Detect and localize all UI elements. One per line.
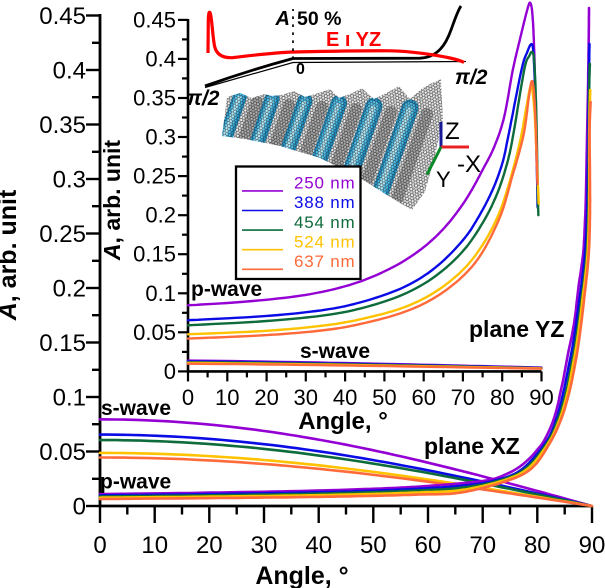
svg-text:Y: Y bbox=[436, 167, 451, 192]
svg-text:30: 30 bbox=[294, 385, 318, 410]
svg-text:70: 70 bbox=[469, 532, 496, 559]
svg-text:0.1: 0.1 bbox=[53, 385, 86, 412]
svg-text:E ı YZ: E ı YZ bbox=[326, 29, 381, 51]
svg-text:0.2: 0.2 bbox=[53, 276, 86, 303]
svg-text:A: A bbox=[275, 8, 290, 30]
svg-text:80: 80 bbox=[490, 385, 514, 410]
svg-text:s-wave: s-wave bbox=[300, 340, 370, 363]
svg-text:0.3: 0.3 bbox=[145, 125, 176, 150]
svg-text:60: 60 bbox=[415, 532, 442, 559]
svg-text:plane XZ: plane XZ bbox=[424, 433, 520, 459]
svg-text:388 nm: 388 nm bbox=[294, 193, 356, 212]
svg-text:50: 50 bbox=[360, 532, 387, 559]
svg-text:Angle, °: Angle, ° bbox=[255, 562, 348, 588]
svg-text:80: 80 bbox=[524, 532, 551, 559]
svg-text:637 nm: 637 nm bbox=[294, 252, 356, 271]
svg-text:90: 90 bbox=[579, 532, 605, 559]
svg-text:0.15: 0.15 bbox=[39, 330, 86, 357]
svg-text:50: 50 bbox=[372, 385, 396, 410]
svg-text:0.4: 0.4 bbox=[53, 58, 86, 85]
svg-text:s-wave: s-wave bbox=[101, 397, 171, 420]
svg-text:0: 0 bbox=[296, 61, 305, 78]
svg-text:π/2: π/2 bbox=[455, 66, 488, 89]
svg-text:0.05: 0.05 bbox=[39, 439, 86, 466]
svg-text:40: 40 bbox=[305, 532, 332, 559]
svg-text:Angle, °: Angle, ° bbox=[298, 408, 388, 435]
svg-text:70: 70 bbox=[451, 385, 475, 410]
svg-text:454 nm: 454 nm bbox=[294, 213, 356, 232]
svg-text:A, arb. unit: A, arb. unit bbox=[0, 189, 22, 321]
svg-text:50 %: 50 % bbox=[297, 8, 341, 30]
svg-text:60: 60 bbox=[411, 385, 435, 410]
svg-text:20: 20 bbox=[196, 532, 223, 559]
svg-text:Z: Z bbox=[445, 118, 460, 145]
svg-text:250 nm: 250 nm bbox=[294, 174, 356, 193]
svg-text:524 nm: 524 nm bbox=[294, 232, 356, 251]
svg-text:20: 20 bbox=[254, 385, 278, 410]
svg-text:p-wave: p-wave bbox=[100, 471, 171, 494]
svg-text:0.35: 0.35 bbox=[133, 86, 176, 111]
svg-text:0.35: 0.35 bbox=[39, 112, 86, 139]
svg-text:0.2: 0.2 bbox=[145, 203, 176, 228]
svg-text:10: 10 bbox=[215, 385, 239, 410]
svg-text:π/2: π/2 bbox=[187, 87, 220, 110]
svg-text:0.45: 0.45 bbox=[39, 3, 86, 30]
svg-text:0.05: 0.05 bbox=[133, 320, 176, 345]
svg-text:40: 40 bbox=[333, 385, 357, 410]
svg-text:0: 0 bbox=[164, 359, 176, 384]
svg-text:p-wave: p-wave bbox=[191, 278, 262, 301]
svg-text:0: 0 bbox=[73, 494, 86, 521]
svg-text:30: 30 bbox=[251, 532, 278, 559]
svg-text:0.25: 0.25 bbox=[39, 221, 86, 248]
svg-text:10: 10 bbox=[141, 532, 168, 559]
svg-text:plane YZ: plane YZ bbox=[469, 316, 564, 342]
svg-text:0.25: 0.25 bbox=[133, 164, 176, 189]
svg-text:0.45: 0.45 bbox=[133, 7, 176, 32]
svg-text:0.3: 0.3 bbox=[53, 167, 86, 194]
svg-text:0.15: 0.15 bbox=[133, 242, 176, 267]
svg-text:0: 0 bbox=[182, 385, 194, 410]
svg-text:0: 0 bbox=[93, 532, 106, 559]
svg-text:0.1: 0.1 bbox=[145, 281, 176, 306]
svg-text:-X: -X bbox=[457, 151, 481, 178]
svg-text:A, arb. unit: A, arb. unit bbox=[99, 140, 125, 261]
svg-text:0.4: 0.4 bbox=[145, 46, 176, 71]
svg-text:90: 90 bbox=[529, 385, 553, 410]
